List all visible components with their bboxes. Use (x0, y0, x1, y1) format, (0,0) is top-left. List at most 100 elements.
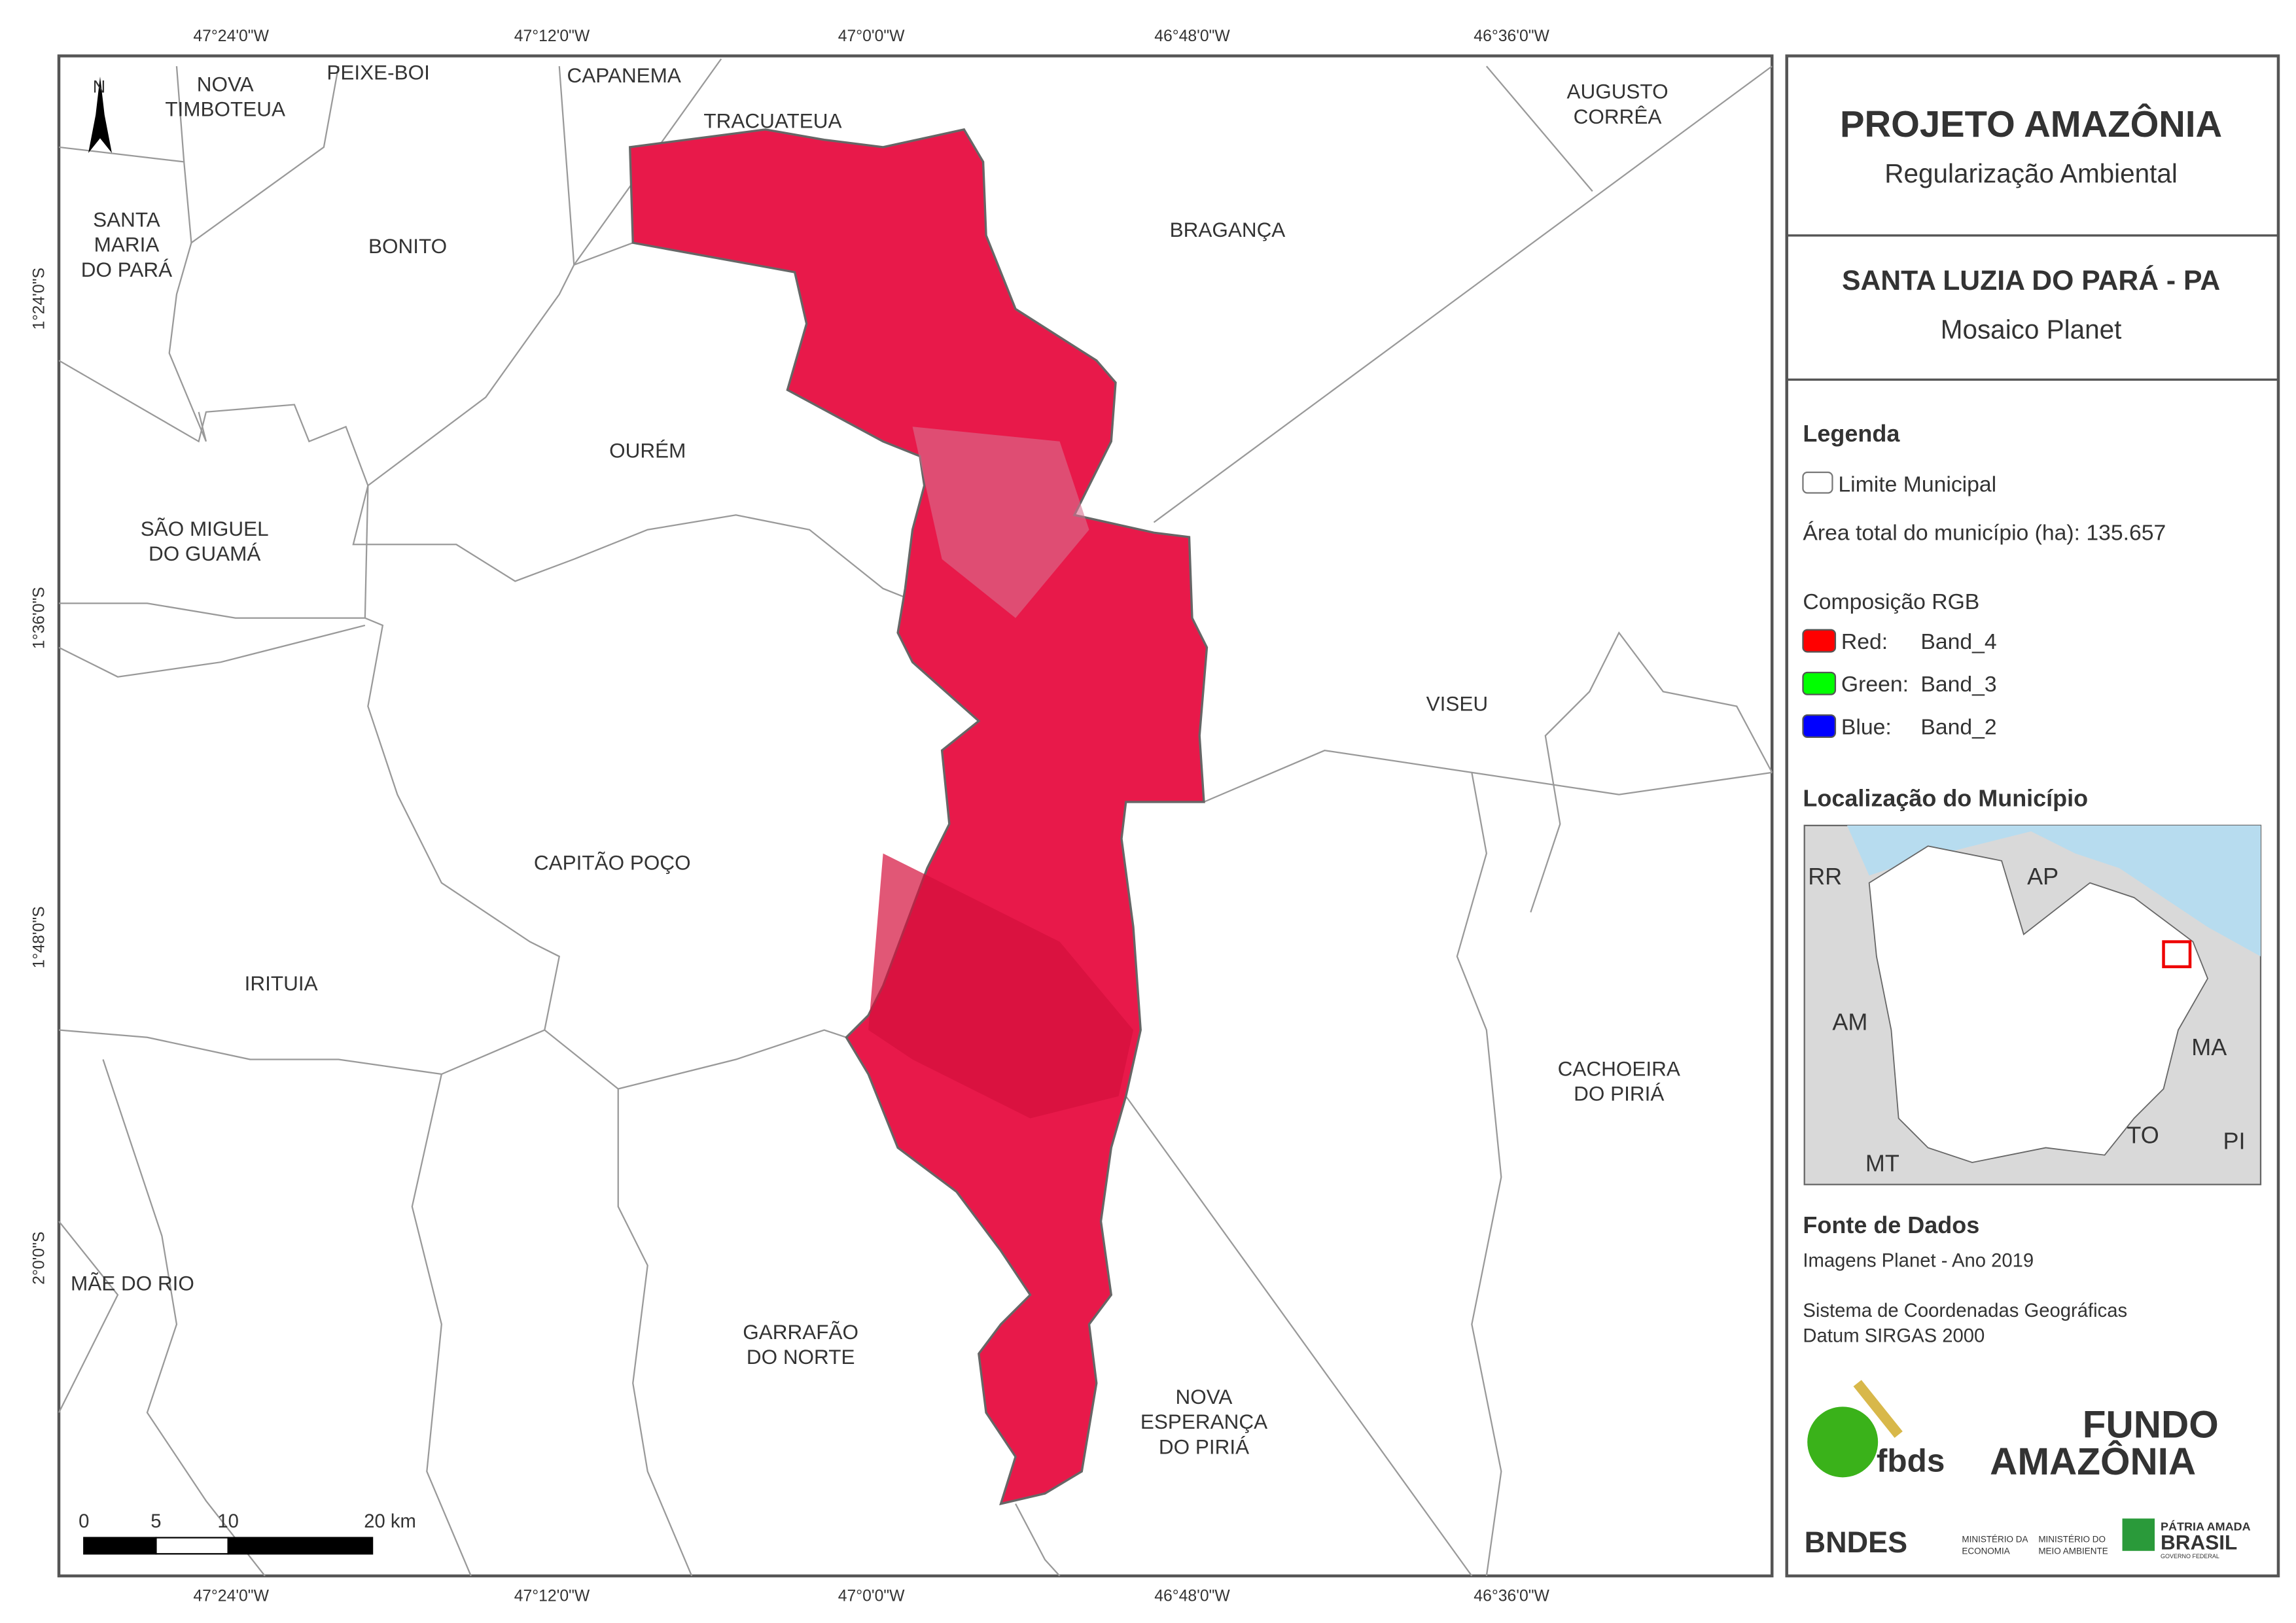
left-tick-label: 1°24'0"S (31, 268, 48, 330)
boundary (58, 360, 369, 618)
municipality-label: GARRAFÃO (743, 1320, 858, 1344)
panel-subtitle: Regularização Ambiental (1884, 158, 2178, 188)
amazonia-text: AMAZÔNIA (1990, 1439, 2196, 1483)
inset-locator (2162, 940, 2192, 969)
legend-limit: Limite Municipal (1838, 472, 1996, 497)
municipality-label: BRAGANÇA (1170, 218, 1286, 241)
band-channel: Blue: (1841, 714, 1892, 739)
top-tick-label: 47°24'0"W (193, 27, 269, 45)
boundary (58, 624, 366, 678)
fbds-circle (1807, 1406, 1879, 1478)
inset-label: TO (2127, 1122, 2159, 1149)
boundary (58, 602, 561, 1075)
boundary (1125, 1096, 1473, 1577)
cleared-area (912, 427, 1089, 618)
boundary (617, 1089, 693, 1577)
left-tick-label: 1°36'0"S (31, 587, 48, 649)
inset-label: AP (2027, 863, 2058, 890)
boundary (1153, 65, 1773, 523)
municipality-label: OURÉM (609, 439, 686, 462)
bndes-text: BNDES (1805, 1526, 1907, 1559)
municipality-label: MÃE DO RIO (71, 1272, 194, 1295)
scale-segment (155, 1537, 229, 1555)
band-channel: Red: (1841, 629, 1888, 654)
rgb-title: Composição RGB (1803, 589, 1979, 614)
scale-segment (83, 1537, 157, 1555)
fbds-text: fbds (1877, 1442, 1945, 1478)
bottom-tick-label: 46°36'0"W (1474, 1587, 1549, 1605)
min1-line: ECONOMIA (1962, 1546, 2009, 1556)
north-arrow (88, 76, 112, 153)
bottom-tick-label: 47°12'0"W (514, 1587, 590, 1605)
municipality-label: NOVA (197, 72, 254, 96)
boundary (102, 1059, 266, 1577)
municipality-label: BONITO (368, 234, 447, 258)
inset-label: AM (1832, 1009, 1867, 1036)
left-tick-label: 2°0'0"S (31, 1232, 48, 1285)
north-label: N (93, 77, 105, 97)
boundary (1015, 1503, 1061, 1577)
legend-title: Legenda (1803, 420, 1900, 447)
municipality-label: PEIXE-BOI (327, 60, 429, 84)
boundary (1530, 631, 1773, 913)
municipality-label: DO GUAMÁ (149, 542, 260, 565)
municipality-label: SANTA (93, 207, 160, 231)
boundary (58, 1221, 119, 1413)
municipality-label: ESPERANÇA (1140, 1410, 1267, 1433)
top-tick-label: 46°48'0"W (1154, 27, 1230, 45)
min2-line: MINISTÉRIO DO (2038, 1534, 2106, 1544)
datum-text: Datum SIRGAS 2000 (1803, 1325, 1985, 1346)
top-tick-label: 46°36'0"W (1474, 27, 1549, 45)
inset-label: MT (1865, 1149, 1899, 1176)
boundary (168, 242, 207, 442)
inset-sea (1846, 825, 2261, 957)
inset-label: RR (1808, 863, 1842, 890)
scale-label: 5 (150, 1511, 161, 1532)
municipality-label: NOVA (1176, 1385, 1233, 1408)
bottom-tick-label: 46°48'0"W (1154, 1587, 1230, 1605)
scale-bar (83, 1537, 374, 1555)
municipality-label: MARIA (94, 233, 160, 256)
side-panel (1785, 54, 2280, 1578)
scale-label: 20 km (364, 1511, 416, 1532)
patria-text: PÁTRIA AMADA (2161, 1519, 2251, 1533)
scale-segment (227, 1537, 374, 1555)
boundary (411, 1073, 472, 1577)
boundary (544, 1029, 847, 1090)
boundary (352, 264, 921, 604)
left-tick-label: 1°48'0"S (31, 906, 48, 968)
municipality-label: TRACUATEUA (703, 109, 841, 133)
brasil-text: BRASIL (2161, 1531, 2237, 1554)
inset-map (1803, 824, 2262, 1185)
inset-para (1868, 845, 2209, 1163)
mosaic-label: Mosaico Planet (1941, 314, 2122, 344)
band-name: Band_4 (1920, 629, 1996, 654)
municipality-label: DO PIRIÁ (1159, 1435, 1249, 1458)
municipality-label: CAPITÃO POÇO (534, 850, 691, 874)
band-channel: Green: (1841, 672, 1909, 697)
forest-area (868, 853, 1134, 1119)
municipality-label: DO PIRIÁ (1574, 1081, 1664, 1105)
boundary (1456, 772, 1502, 1577)
legend-limit-swatch (1802, 471, 1833, 494)
boundary (175, 66, 185, 162)
boundary (1485, 65, 1593, 192)
municipality-label: CAPANEMA (567, 63, 681, 87)
area-label: Área total do município (ha): 135.657 (1803, 521, 2166, 546)
panel-title: PROJETO AMAZÔNIA (1840, 103, 2222, 145)
municipality-label: AUGUSTO (1566, 80, 1668, 103)
municipality-label: CORRÊA (1574, 105, 1662, 128)
municipality-label: VISEU (1426, 691, 1488, 715)
fundo-text: FUNDO (2083, 1404, 2219, 1446)
municipality-label: DO PARÁ (81, 258, 172, 281)
municipality-label: SÃO MIGUEL (141, 517, 269, 540)
logos: fbds FUNDO AMAZÔNIA BNDES MINISTÉRIO DA … (1805, 1380, 2251, 1560)
min1-line: MINISTÉRIO DA (1962, 1534, 2028, 1544)
band-swatch (1802, 714, 1837, 739)
municipality-title: SANTA LUZIA DO PARÁ - PA (1842, 265, 2220, 296)
top-tick-label: 47°12'0"W (514, 27, 590, 45)
gov-text: GOVERNO FEDERAL (2161, 1553, 2219, 1560)
bottom-tick-label: 47°24'0"W (193, 1587, 269, 1605)
scale-label: 0 (79, 1511, 89, 1532)
